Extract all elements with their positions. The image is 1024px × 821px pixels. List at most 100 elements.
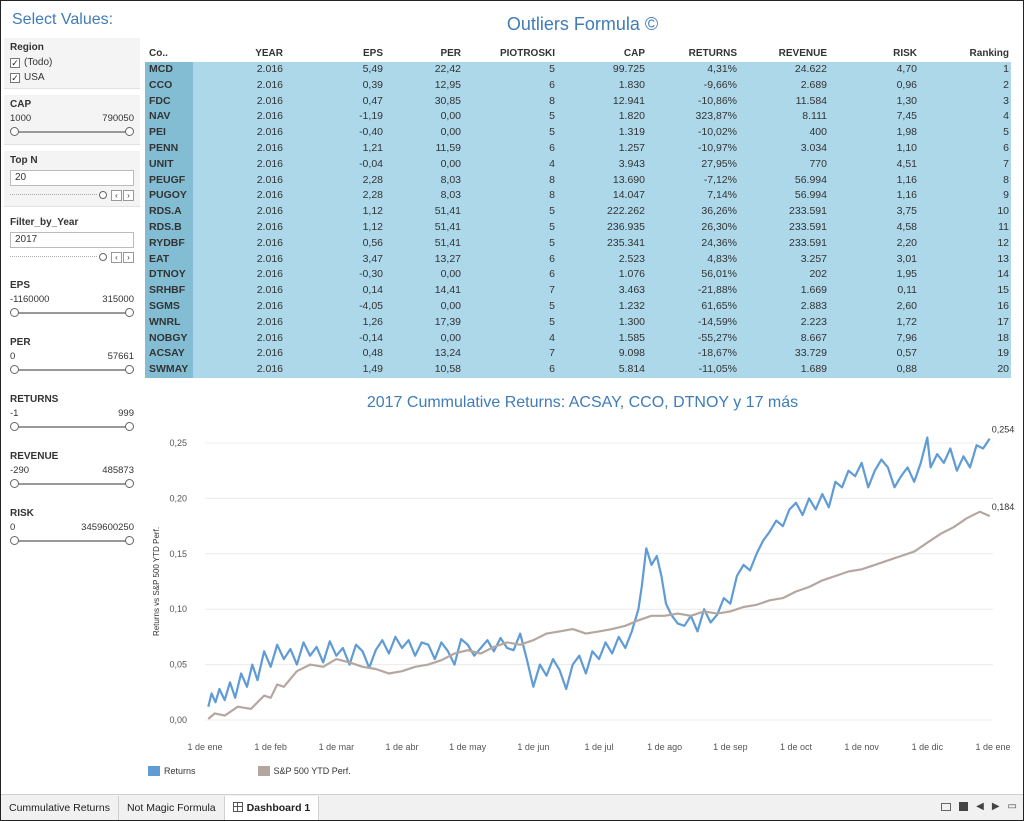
revenue-slider[interactable] — [10, 479, 134, 489]
eps-slider[interactable] — [10, 308, 134, 318]
column-header[interactable]: RISK — [893, 48, 917, 59]
present-icon[interactable]: ▭ — [1007, 801, 1017, 812]
slider-track[interactable] — [10, 256, 97, 258]
table-cell: 2.016 — [256, 126, 283, 139]
table-cell: 2.016 — [256, 94, 283, 107]
chevron-right-icon[interactable]: › — [123, 251, 134, 263]
year-input[interactable]: 2017 — [10, 232, 134, 248]
table-cell: 1.585 — [618, 331, 645, 344]
slider-min-handle[interactable] — [10, 308, 19, 317]
table-row[interactable]: DTNOY 2.016 -0,30 0,00 6 1.076 56,01% 202 1,95 14 — [145, 267, 1011, 284]
table-row[interactable]: CCO 2.016 0,39 12,95 6 1.830 -9,66% 2.689 0,96 2 — [145, 77, 1011, 94]
prev-sheet-icon[interactable]: ◀ — [976, 801, 984, 812]
table-row[interactable]: PEUGF 2.016 2,28 8,03 8 13.690 -7,12% 56.994 1,1… — [145, 172, 1011, 189]
checkbox-checked-icon[interactable]: ✓ — [10, 72, 20, 83]
checkbox-checked-icon[interactable]: ✓ — [10, 57, 20, 68]
table-row[interactable]: NAV 2.016 -1,19 0,00 5 1.820 323,87% 8.111 7,45 4 — [145, 109, 1011, 126]
x-tick-label: 1 de oct — [780, 742, 813, 752]
table-row[interactable]: RDS.B 2.016 1,12 51,41 5 236.935 26,30% 233.591… — [145, 219, 1011, 236]
table-row[interactable]: NOBGY 2.016 -0,14 0,00 4 1.585 -55,27% 8.667 7,9… — [145, 330, 1011, 347]
column-header[interactable]: PER — [440, 48, 461, 59]
table-cell: NAV — [145, 109, 193, 126]
table-cell: 0,56 — [362, 236, 383, 249]
table-cell: 5 — [549, 126, 555, 139]
slider-track[interactable] — [10, 194, 97, 196]
table-row[interactable]: EAT 2.016 3,47 13,27 6 2.523 4,83% 3.257 3,01 13 — [145, 251, 1011, 268]
slider-max-handle[interactable] — [125, 479, 134, 488]
table-cell: -0,04 — [359, 157, 383, 170]
region-option-usa[interactable]: ✓ USA — [10, 70, 134, 85]
table-row[interactable]: MCD 2.016 5,49 22,42 5 99.725 4,31% 24.622 4,70 1 — [145, 62, 1011, 78]
filmstrip-icon[interactable] — [941, 802, 952, 811]
per-slider[interactable] — [10, 365, 134, 375]
next-sheet-icon[interactable]: ▶ — [991, 801, 1000, 812]
table-row[interactable]: PEI 2.016 -0,40 0,00 5 1.319 -10,02% 400 1,98 5 — [145, 125, 1011, 141]
column-header[interactable]: YEAR — [255, 48, 283, 59]
slider-min-handle[interactable] — [10, 365, 19, 374]
chevron-left-icon[interactable]: ‹ — [111, 189, 122, 201]
slider-min-handle[interactable] — [10, 127, 19, 136]
slider-max-handle[interactable] — [125, 365, 134, 374]
table-row[interactable]: RYDBF 2.016 0,56 51,41 5 235.341 24,36% 233.591… — [145, 235, 1011, 252]
table-row[interactable]: FDC 2.016 0,47 30,85 8 12.941 -10,86% 11.584 1,3… — [145, 93, 1011, 110]
table-row[interactable]: WNRL 2.016 1,26 17,39 5 1.300 -14,59% 2.223 1,72… — [145, 314, 1011, 331]
cap-slider[interactable] — [10, 127, 134, 137]
table-cell: 2.016 — [256, 331, 283, 344]
risk-slider[interactable] — [10, 536, 134, 546]
table-row[interactable]: PUGOY 2.016 2,28 8,03 8 14.047 7,14% 56.994 1,16… — [145, 188, 1011, 205]
table-cell: 2.016 — [256, 268, 283, 281]
table-cell: 1,10 — [896, 141, 917, 154]
slider-max-handle[interactable] — [125, 536, 134, 545]
region-option-todo[interactable]: ✓ (Todo) — [10, 55, 134, 70]
column-header[interactable]: Co.. — [149, 48, 168, 59]
slider-min-handle[interactable] — [10, 422, 19, 431]
grid-view-icon[interactable] — [959, 802, 969, 811]
per-max: 57661 — [107, 351, 134, 362]
column-header[interactable]: REVENUE — [778, 48, 827, 59]
returns-slider[interactable] — [10, 422, 134, 432]
chevron-left-icon[interactable]: ‹ — [111, 251, 122, 263]
table-row[interactable]: SGMS 2.016 -4,05 0,00 5 1.232 61,65% 2.883 2,60 1… — [145, 298, 1011, 315]
table-cell: -9,66% — [703, 78, 737, 91]
column-header[interactable]: RETURNS — [688, 48, 737, 59]
slider-max-handle[interactable] — [125, 422, 134, 431]
slider-max-handle[interactable] — [125, 127, 134, 136]
table-row[interactable]: SWMAY 2.016 1,49 10,58 6 5.814 -11,05% 1.689 0,8… — [145, 362, 1011, 378]
slider-max-handle[interactable] — [125, 308, 134, 317]
x-tick-label: 1 de jun — [517, 742, 549, 752]
y-tick-label: 0,25 — [169, 438, 187, 448]
table-row[interactable]: ACSAY 2.016 0,48 13,24 7 9.098 -18,67% 33.729 0,… — [145, 346, 1011, 363]
top-n-title: Top N — [10, 155, 38, 166]
slider-min-handle[interactable] — [10, 536, 19, 545]
tab-not-magic-formula[interactable]: Not Magic Formula — [119, 795, 225, 820]
table-cell: 2.016 — [256, 173, 283, 186]
column-header[interactable]: CAP — [623, 48, 645, 59]
table-row[interactable]: UNIT 2.016 -0,04 0,00 4 3.943 27,95% 770 4,51 7 — [145, 156, 1011, 173]
table-cell: FDC — [145, 93, 193, 110]
table-cell: 2.016 — [256, 141, 283, 154]
table-row[interactable]: RDS.A 2.016 1,12 51,41 5 222.262 36,26% 233.591… — [145, 204, 1011, 220]
eps-range-values: -1160000 315000 — [10, 293, 134, 307]
column-header[interactable]: PIOTROSKI — [499, 48, 555, 59]
table-cell: 19 — [997, 347, 1009, 360]
legend-item-returns[interactable]: Returns — [148, 766, 196, 776]
slider-track — [14, 483, 130, 485]
slider-min-handle[interactable] — [10, 479, 19, 488]
table-row[interactable]: SRHBF 2.016 0,14 14,41 7 3.463 -21,88% 1.669 0,1… — [145, 283, 1011, 299]
cumulative-returns-chart[interactable]: 0,00 0,05 0,10 0,15 0,20 0,25 1 de ene 1 de feb… — [145, 415, 1015, 765]
slider-handle[interactable] — [99, 191, 107, 199]
table-cell: 2.016 — [256, 363, 283, 376]
table-cell: 5 — [549, 110, 555, 123]
top-n-input[interactable]: 20 — [10, 170, 134, 186]
table-cell: 0,47 — [362, 94, 383, 107]
slider-handle[interactable] — [99, 253, 107, 261]
tab-dashboard-1[interactable]: Dashboard 1 — [224, 795, 320, 820]
table-cell: 1.319 — [618, 126, 645, 139]
legend-item-sp500[interactable]: S&P 500 YTD Perf. — [257, 766, 351, 776]
chevron-right-icon[interactable]: › — [123, 189, 134, 201]
column-header[interactable]: Ranking — [969, 48, 1009, 59]
table-cell: 2.883 — [800, 299, 827, 312]
column-header[interactable]: EPS — [362, 48, 383, 59]
tab-cummulative-returns[interactable]: Cummulative Returns — [1, 795, 119, 820]
table-row[interactable]: PENN 2.016 1,21 11,59 6 1.257 -10,97% 3.034 1,10… — [145, 140, 1011, 157]
